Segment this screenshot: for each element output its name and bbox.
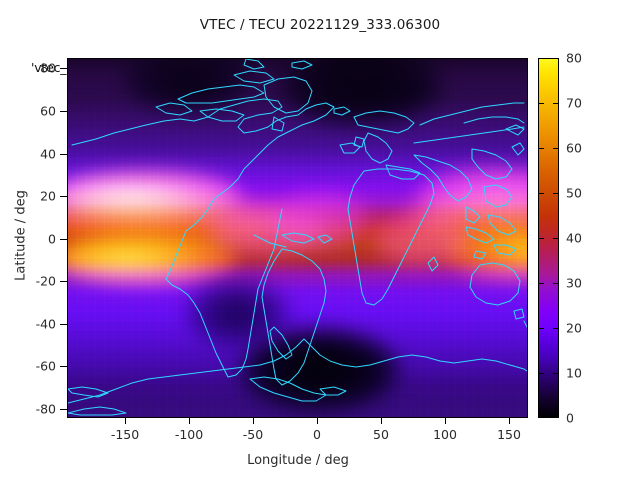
coastline-overlay — [68, 59, 527, 416]
ytick-label: -80 — [35, 401, 56, 417]
ytick-mark — [60, 239, 67, 240]
vtec-heatmap-plot-area — [67, 58, 528, 418]
colorbar-tick — [553, 328, 559, 329]
ytick-mark — [60, 281, 67, 282]
xtick-mark — [509, 418, 510, 424]
colorbar-tick — [553, 148, 559, 149]
xtick-mark — [445, 418, 446, 424]
xtick-label: -100 — [174, 427, 204, 442]
xtick-label: 0 — [313, 427, 321, 442]
low-tec-arctic — [279, 59, 445, 124]
ytick-label: 60 — [40, 103, 56, 119]
colorbar-label: 60 — [566, 140, 582, 156]
xtick-label: -150 — [110, 427, 140, 442]
colorbar-tick — [538, 283, 544, 284]
ytick-label: 0 — [48, 231, 56, 247]
ytick-mark — [60, 324, 67, 325]
colorbar-tick — [553, 238, 559, 239]
xtick-label: -50 — [242, 427, 264, 442]
colorbar-tick — [553, 283, 559, 284]
ytick-label: 20 — [40, 188, 56, 204]
colorbar-tick — [538, 148, 544, 149]
x-axis-title: Longitude / deg — [247, 453, 349, 468]
xtick-label: 50 — [373, 427, 389, 442]
y-axis-title: Latitude / deg — [13, 190, 29, 281]
ytick-mark — [60, 111, 67, 112]
ytick-label: -60 — [35, 358, 56, 374]
colorbar-tick — [553, 58, 559, 59]
colorbar-tick — [538, 328, 544, 329]
colorbar-tick — [553, 103, 559, 104]
colorbar-label: 50 — [566, 185, 582, 201]
colorbar-label: 30 — [566, 275, 582, 291]
xtick-label: 150 — [497, 427, 521, 442]
ytick-mark — [60, 196, 67, 197]
colorbar-label: 70 — [566, 95, 582, 111]
colorbar-tick — [553, 193, 559, 194]
ytick-mark — [60, 409, 67, 410]
colorbar-label: 80 — [566, 50, 582, 66]
xtick-mark — [317, 418, 318, 424]
colorbar-tick — [538, 58, 544, 59]
xtick-label: 100 — [433, 427, 457, 442]
anomaly-crest-south-pacific — [68, 230, 238, 285]
low-tec-south-pacific — [187, 280, 289, 346]
colorbar-label: 40 — [566, 230, 582, 246]
xtick-mark — [253, 418, 254, 424]
low-tec-antarctic — [242, 331, 399, 410]
xtick-mark — [381, 418, 382, 424]
colorbar-tick — [538, 193, 544, 194]
ytick-mark — [60, 154, 67, 155]
ytick-label: 80 — [40, 60, 56, 76]
ytick-mark — [60, 68, 67, 69]
colorbar-tick — [538, 373, 544, 374]
xtick-mark — [125, 418, 126, 424]
colorbar-tick — [538, 103, 544, 104]
pixel-grain-overlay — [68, 59, 527, 417]
xtick-mark — [189, 418, 190, 424]
colorbar-tick — [553, 373, 559, 374]
colorbar-label: 20 — [566, 320, 582, 336]
colorbar-label: 0 — [566, 410, 574, 426]
ytick-label: -20 — [35, 273, 56, 289]
ytick-label: 40 — [40, 146, 56, 162]
overlap-artifact-label: 'vtec_ — [31, 60, 67, 75]
colorbar-label: 10 — [566, 365, 582, 381]
ytick-mark — [60, 366, 67, 367]
ytick-label: -40 — [35, 316, 56, 332]
colorbar-tick — [538, 238, 544, 239]
chart-title: VTEC / TECU 20221129_333.06300 — [199, 17, 441, 33]
